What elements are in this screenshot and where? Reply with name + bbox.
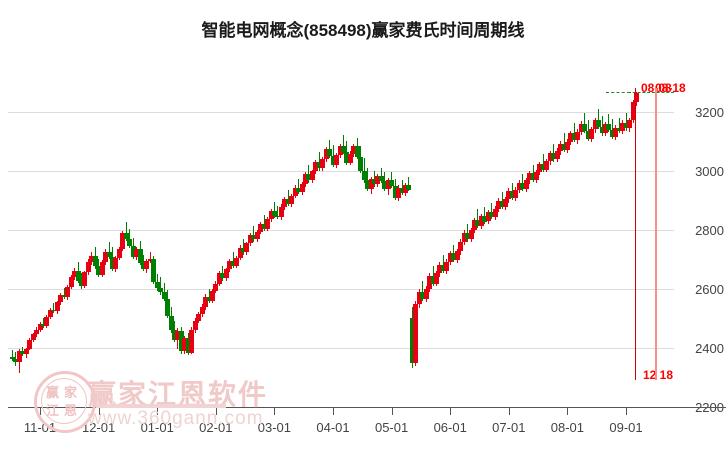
chart-plot-area bbox=[8, 88, 674, 408]
x-axis-tick-09-01 bbox=[626, 408, 627, 415]
gridline-3000 bbox=[8, 170, 674, 172]
gridline-2400 bbox=[8, 347, 674, 349]
x-axis-tick-12-01 bbox=[98, 408, 100, 415]
x-axis-label-08-01: 08-01 bbox=[550, 420, 585, 435]
gridline-2600 bbox=[8, 288, 674, 290]
x-axis-tick-02-01 bbox=[215, 408, 217, 415]
cycle-line-08-08 bbox=[635, 88, 636, 380]
x-axis-label-11-01: 11-01 bbox=[23, 420, 57, 435]
x-axis-tick-01-01 bbox=[157, 408, 159, 415]
x-axis-label-01-01: 01-01 bbox=[140, 420, 174, 435]
y-axis-label-2600: 2600 bbox=[695, 281, 724, 297]
x-axis-tick-03-01 bbox=[274, 408, 276, 415]
x-axis-tick-11-01 bbox=[40, 408, 41, 415]
x-axis-label-12-01: 12-01 bbox=[81, 420, 116, 435]
x-axis-tick-08-01 bbox=[567, 408, 569, 415]
cycle-label-top-2: 08-18 bbox=[655, 81, 686, 95]
x-axis-tick-05-01 bbox=[391, 408, 393, 415]
x-axis-label-03-01: 03-01 bbox=[257, 420, 292, 435]
level-line-left-segment bbox=[606, 92, 630, 94]
x-axis-label-07-01: 07-01 bbox=[492, 420, 526, 435]
x-axis-tick-06-01 bbox=[450, 408, 452, 415]
x-axis-tick-07-01 bbox=[508, 408, 510, 415]
x-axis-label-05-01: 05-01 bbox=[374, 420, 409, 435]
cycle-line-08-18 bbox=[655, 88, 657, 380]
gridline-2800 bbox=[8, 229, 674, 231]
x-axis-label-09-01: 09-01 bbox=[609, 420, 643, 435]
y-axis-label-2400: 2400 bbox=[695, 340, 724, 356]
cycle-label-bottom: 12 18 bbox=[643, 368, 674, 382]
page-title: 智能电网概念(858498)赢家费氏时间周期线 bbox=[201, 21, 525, 40]
x-axis-label-04-01: 04-01 bbox=[316, 420, 350, 435]
y-axis-label-3000: 3000 bbox=[695, 163, 724, 179]
x-axis-label-06-01: 06-01 bbox=[433, 420, 467, 435]
y-axis-label-2800: 2800 bbox=[695, 222, 724, 238]
level-line bbox=[628, 92, 674, 94]
x-axis-label-02-01: 02-01 bbox=[199, 420, 233, 435]
x-axis-line bbox=[8, 407, 726, 408]
gridline-3200 bbox=[8, 111, 674, 113]
y-axis-label-3200: 3200 bbox=[695, 104, 724, 120]
x-axis-tick-04-01 bbox=[333, 408, 334, 415]
